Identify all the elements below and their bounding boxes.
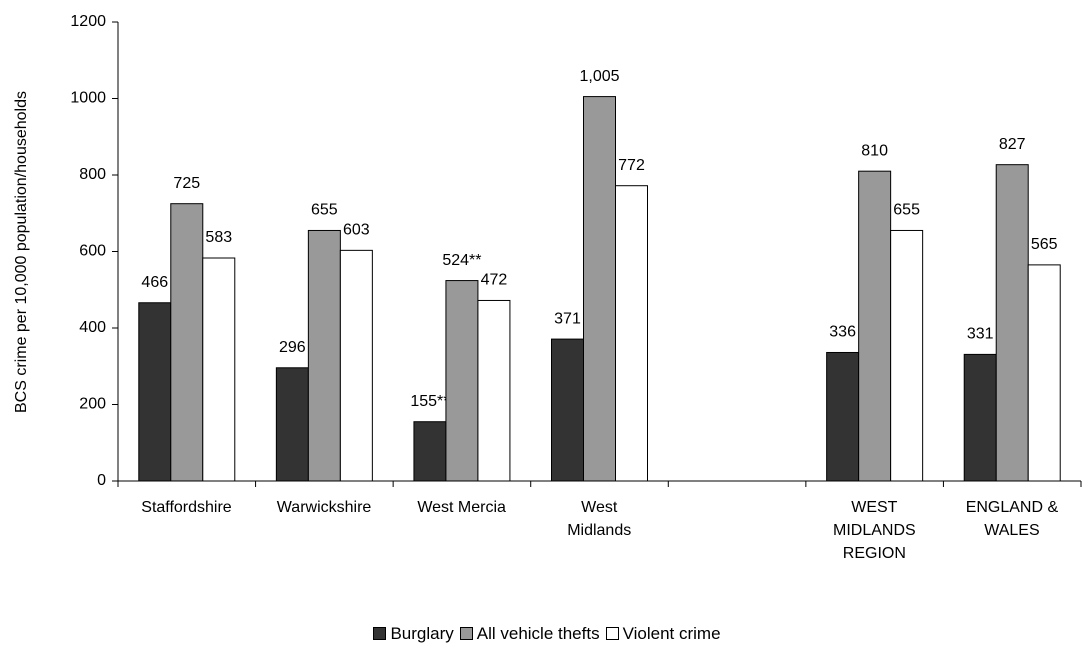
bar <box>275 367 309 482</box>
x-tick-label: West Midlands <box>567 499 632 539</box>
bar <box>138 302 172 482</box>
value-label: 472 <box>481 272 508 289</box>
bar <box>963 353 997 482</box>
value-label: 466 <box>141 274 168 291</box>
y-tick-label: 600 <box>79 243 106 260</box>
bar <box>445 280 479 482</box>
x-tick-label: West Mercia <box>417 499 506 516</box>
value-label: 655 <box>311 202 338 219</box>
legend: Burglary All vehicle thefts Violent crime <box>0 624 1088 644</box>
bar <box>477 299 511 482</box>
bar <box>615 185 648 482</box>
legend-swatch <box>373 627 387 640</box>
legend-label: Violent crime <box>622 624 721 643</box>
legend-label: Burglary <box>390 624 454 643</box>
bar <box>413 421 447 482</box>
bar <box>858 170 892 482</box>
value-label: 655 <box>893 202 920 219</box>
value-label: 336 <box>829 324 856 341</box>
y-tick-label: 1200 <box>70 13 106 30</box>
y-tick-label: 1000 <box>70 90 106 107</box>
bar <box>826 351 860 482</box>
x-tick-label: Warwickshire <box>276 499 372 516</box>
value-label: 603 <box>343 222 370 239</box>
y-tick-label: 200 <box>79 396 106 413</box>
y-tick-label: 400 <box>79 319 106 336</box>
x-tick-label: ENGLAND & WALES <box>965 499 1059 539</box>
value-label: 810 <box>861 142 888 159</box>
legend-label: All vehicle thefts <box>476 624 600 643</box>
value-label: 827 <box>999 136 1026 153</box>
value-label: 725 <box>173 175 200 192</box>
value-label: 331 <box>967 326 994 343</box>
value-label: 524** <box>442 252 481 269</box>
x-tick-label: WEST MIDLANDS REGION <box>833 499 916 562</box>
value-label: 1,005 <box>579 68 619 85</box>
value-label: 371 <box>554 310 581 327</box>
bar <box>170 203 204 482</box>
bar <box>339 249 373 482</box>
bar <box>551 338 584 482</box>
bar <box>202 257 236 482</box>
y-tick-label: 800 <box>79 166 106 183</box>
value-label: 583 <box>205 229 232 246</box>
y-axis-label: BCS crime per 10,000 population/househol… <box>13 91 30 413</box>
value-label: 155** <box>410 393 449 410</box>
value-label: 772 <box>618 157 645 174</box>
legend-swatch <box>605 627 619 640</box>
bar <box>1027 264 1061 482</box>
legend-swatch <box>459 627 473 640</box>
value-label: 296 <box>279 339 306 356</box>
bar <box>890 229 924 482</box>
y-tick-label: 0 <box>97 472 106 489</box>
bar <box>995 164 1029 482</box>
value-label: 565 <box>1031 236 1058 253</box>
x-tick-label: Staffordshire <box>141 499 232 516</box>
bar <box>583 96 616 482</box>
bar <box>307 229 341 482</box>
